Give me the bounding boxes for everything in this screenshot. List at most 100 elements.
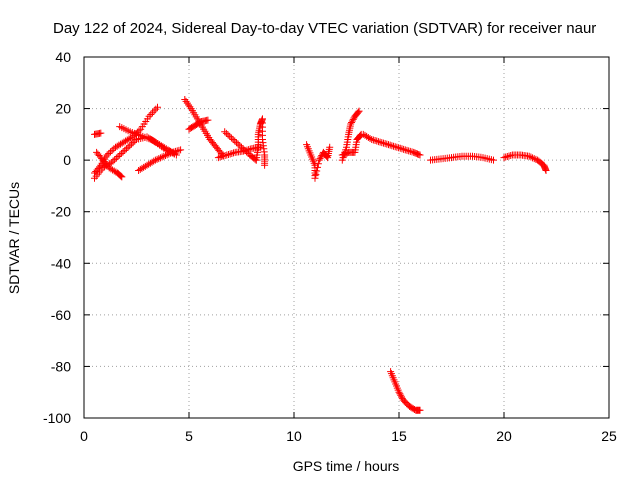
data-point-interp xyxy=(388,142,396,150)
data-point-interp xyxy=(312,171,320,179)
data-point-interp xyxy=(348,118,356,126)
data-point-interp xyxy=(243,148,251,156)
data-point-interp xyxy=(158,153,166,161)
data-point-interp xyxy=(224,131,232,139)
x-axis-label: GPS time / hours xyxy=(293,458,400,474)
data-point xyxy=(160,152,168,160)
data-point xyxy=(154,103,161,111)
data-point-interp xyxy=(150,157,158,165)
data-point-interp xyxy=(316,155,324,163)
x-tick-label: 5 xyxy=(185,428,193,444)
data-point-interp xyxy=(226,150,234,158)
data-point-interp xyxy=(530,155,538,163)
data-point-interp xyxy=(397,391,405,399)
data-point-interp xyxy=(121,146,129,154)
y-tick-label: 20 xyxy=(55,101,71,117)
data-point xyxy=(393,143,401,151)
data-point-interp xyxy=(185,101,193,109)
grid xyxy=(84,57,609,418)
data-point xyxy=(326,143,334,151)
data-point xyxy=(97,129,105,137)
data-point xyxy=(124,143,132,151)
data-point-interp xyxy=(122,145,130,153)
data-point xyxy=(177,146,185,154)
data-point xyxy=(525,152,533,160)
data-point xyxy=(181,96,189,104)
y-tick-label: 40 xyxy=(55,49,71,65)
data-point-interp xyxy=(227,134,235,142)
data-point-interp xyxy=(173,147,181,155)
data-point xyxy=(204,116,212,124)
data-point-interp xyxy=(507,152,515,160)
data-point xyxy=(401,146,409,154)
data-point-interp xyxy=(374,138,382,146)
data-point-interp xyxy=(117,172,125,180)
y-tick-label: 0 xyxy=(63,152,71,168)
data-point-interp xyxy=(502,153,510,161)
data-point-interp xyxy=(162,145,170,153)
data-point xyxy=(368,136,376,144)
data-point-interp xyxy=(323,153,331,161)
data-point-interp xyxy=(153,155,161,163)
data-point-interp xyxy=(406,147,414,155)
data-point-interp xyxy=(239,145,247,153)
data-point-interp xyxy=(241,146,249,154)
data-point-interp xyxy=(395,144,403,152)
data-point-interp xyxy=(400,145,408,153)
x-tick-label: 10 xyxy=(286,428,302,444)
data-point-interp xyxy=(527,153,535,161)
data-point-interp xyxy=(349,115,357,123)
data-point-interp xyxy=(386,141,394,149)
data-point xyxy=(542,166,550,174)
data-point-interp xyxy=(147,111,155,119)
data-point xyxy=(107,159,115,167)
data-point xyxy=(116,151,124,159)
data-point-interp xyxy=(129,139,137,147)
data-point-interp xyxy=(354,108,362,116)
data-point xyxy=(416,151,424,159)
data-point xyxy=(311,174,319,182)
data-point-interp xyxy=(111,156,119,164)
data-point xyxy=(151,156,159,164)
data-point-interp xyxy=(155,155,163,163)
data-point-interp xyxy=(317,153,325,161)
data-point-interp xyxy=(170,148,178,156)
data-point-interp xyxy=(398,393,406,401)
data-points xyxy=(91,96,550,414)
data-point-interp xyxy=(148,109,156,117)
data-point-interp xyxy=(116,171,124,179)
x-tick-label: 20 xyxy=(496,428,512,444)
data-point-interp xyxy=(131,137,139,145)
data-point xyxy=(347,120,355,128)
data-point-interp xyxy=(106,148,114,156)
data-point-interp xyxy=(532,155,540,163)
y-axis-label: SDTVAR / TECUs xyxy=(6,182,22,294)
data-point xyxy=(490,156,497,164)
data-point-interp xyxy=(117,149,125,157)
data-point xyxy=(168,148,176,156)
data-point-interp xyxy=(109,157,117,165)
y-tick-label: -80 xyxy=(51,358,71,374)
chart-title: Day 122 of 2024, Sidereal Day-to-day VTE… xyxy=(53,20,596,37)
data-point-interp xyxy=(232,139,240,147)
data-point-interp xyxy=(108,146,116,154)
data-point-interp xyxy=(114,153,122,161)
data-point-interp xyxy=(505,152,513,160)
data-point xyxy=(416,406,424,414)
data-point-interp xyxy=(226,132,234,140)
data-point-interp xyxy=(105,149,113,157)
data-point-interp xyxy=(236,142,244,150)
data-point-interp xyxy=(230,149,238,157)
data-point-interp xyxy=(390,142,398,150)
data-point-interp xyxy=(398,145,406,153)
data-point-interp xyxy=(163,151,171,159)
data-point xyxy=(221,128,229,136)
data-point-interp xyxy=(251,155,259,163)
data-point xyxy=(376,138,384,146)
data-point-interp xyxy=(161,152,169,160)
data-point xyxy=(355,107,363,115)
data-point-interp xyxy=(119,148,127,156)
plot-frame xyxy=(83,56,610,419)
data-point-interp xyxy=(371,137,379,145)
